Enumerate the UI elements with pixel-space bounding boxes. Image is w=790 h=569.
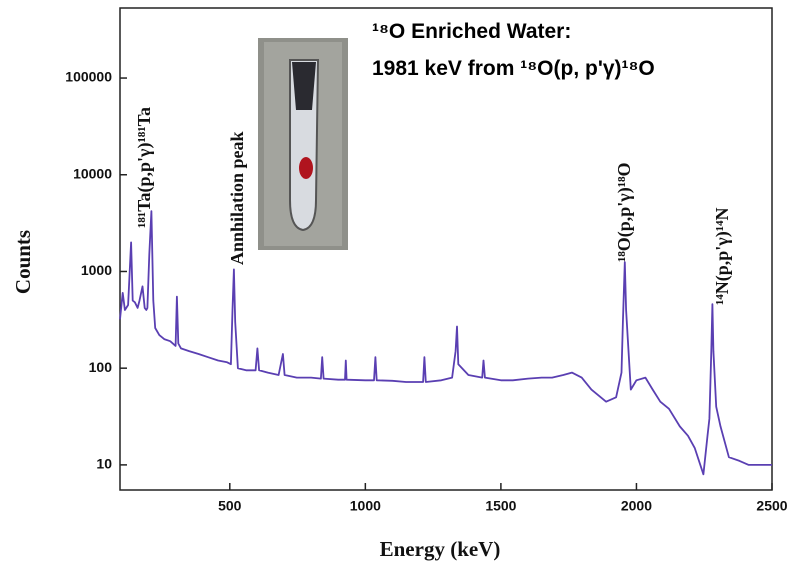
x-axis-title: Energy (keV) xyxy=(380,537,501,561)
y-tick-label: 100 xyxy=(89,359,113,375)
y-tick-label: 100000 xyxy=(65,69,112,85)
x-tick-label: 1500 xyxy=(485,498,516,514)
x-tick-label: 2000 xyxy=(621,498,652,514)
x-tick-label: 2500 xyxy=(756,498,787,514)
chart-title: ¹⁸O Enriched Water: xyxy=(372,20,571,43)
y-tick-label: 1000 xyxy=(81,262,112,278)
peak-annotation: ¹⁸O(p,p'γ)¹⁸O xyxy=(614,162,635,262)
chart-title: 1981 keV from ¹⁸O(p, p'γ)¹⁸O xyxy=(372,57,655,80)
inset-photo xyxy=(258,38,348,250)
peak-annotation: Annhilation peak xyxy=(227,131,247,265)
y-tick-label: 10 xyxy=(96,456,112,472)
y-tick-label: 10000 xyxy=(73,165,112,181)
peak-annotation: ¹⁸¹Ta(p,p'γ)¹⁸¹Ta xyxy=(134,107,155,228)
x-tick-label: 500 xyxy=(218,498,242,514)
x-tick-label: 1000 xyxy=(350,498,381,514)
spectrum-line xyxy=(119,210,772,476)
plot-frame xyxy=(119,7,773,491)
peak-annotation: ¹⁴N(p,p'γ)¹⁴N xyxy=(712,207,733,305)
y-axis-title: Counts xyxy=(11,230,35,294)
